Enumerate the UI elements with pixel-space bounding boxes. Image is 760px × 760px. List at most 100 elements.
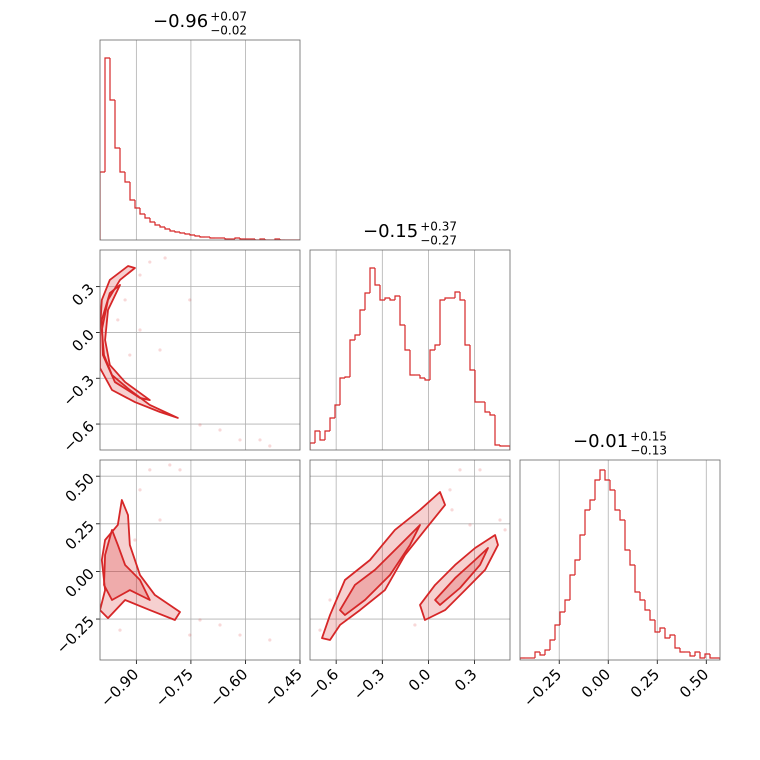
histogram-step bbox=[389, 298, 395, 301]
x-tick-label: 0.25 bbox=[627, 665, 663, 701]
histogram-step bbox=[659, 627, 665, 632]
histogram-step bbox=[364, 292, 370, 310]
histogram-step bbox=[669, 634, 675, 638]
x-tick-label: 0.50 bbox=[676, 665, 712, 701]
histogram-step bbox=[434, 344, 440, 350]
sample-point bbox=[328, 598, 332, 602]
histogram-step bbox=[699, 652, 705, 659]
histogram-step bbox=[104, 57, 110, 172]
histogram-step bbox=[654, 620, 660, 633]
histogram-step bbox=[404, 325, 410, 351]
panel bbox=[520, 460, 720, 660]
histogram-step bbox=[179, 232, 185, 234]
histogram-step bbox=[189, 234, 195, 236]
x-tick-label: −0.90 bbox=[97, 665, 142, 710]
histogram-step bbox=[439, 299, 445, 345]
histogram-step bbox=[505, 445, 510, 450]
sample-point bbox=[448, 488, 452, 492]
y-tick-label: −0.25 bbox=[53, 612, 98, 657]
panel bbox=[310, 250, 510, 450]
sample-point bbox=[138, 273, 142, 277]
sample-point bbox=[118, 628, 122, 632]
histogram-step bbox=[484, 402, 490, 413]
sample-point bbox=[198, 618, 202, 622]
title-lower: −0.02 bbox=[210, 24, 247, 38]
histogram-step bbox=[624, 520, 630, 551]
histogram-step bbox=[664, 628, 670, 639]
histogram-step bbox=[599, 469, 605, 480]
histogram-step bbox=[604, 470, 610, 481]
histogram-step bbox=[459, 292, 465, 301]
x-tick-label: 0.0 bbox=[405, 665, 435, 695]
histogram-step bbox=[689, 652, 695, 657]
x-tick-label: 0.00 bbox=[578, 665, 614, 701]
histogram-step bbox=[134, 200, 140, 209]
sample-point bbox=[468, 523, 472, 527]
histogram-step bbox=[679, 648, 685, 653]
contour bbox=[339, 524, 421, 616]
x-tick-label: −0.60 bbox=[206, 665, 251, 710]
sample-point bbox=[138, 328, 142, 332]
histogram-step bbox=[194, 235, 200, 237]
histogram-step bbox=[499, 445, 505, 447]
contour bbox=[100, 499, 181, 621]
title-lower: −0.13 bbox=[630, 444, 667, 458]
histogram-step bbox=[639, 592, 645, 601]
histogram-step bbox=[629, 550, 635, 566]
sample-point bbox=[458, 468, 462, 472]
y-tick-label: −0.3 bbox=[60, 372, 98, 410]
histogram-step bbox=[489, 412, 495, 416]
y-tick-label: 0.00 bbox=[62, 565, 98, 601]
histogram-step bbox=[549, 639, 555, 650]
histogram-step bbox=[534, 651, 540, 658]
histogram-step bbox=[199, 236, 205, 238]
title-upper: +0.07 bbox=[210, 10, 247, 24]
histogram-step bbox=[409, 350, 415, 376]
histogram-step bbox=[144, 214, 150, 219]
histogram-step bbox=[374, 268, 380, 286]
histogram-step bbox=[644, 600, 650, 611]
histogram-step bbox=[379, 285, 385, 301]
histogram-step bbox=[554, 624, 560, 640]
y-tick-label: 0.25 bbox=[62, 517, 98, 553]
histogram-step bbox=[709, 654, 715, 659]
title-upper: +0.15 bbox=[630, 430, 667, 444]
title-value: −0.01 bbox=[573, 431, 628, 452]
x-tick-label: 0.3 bbox=[451, 665, 481, 695]
sample-point bbox=[168, 463, 172, 467]
histogram-step bbox=[649, 610, 655, 621]
sample-point bbox=[218, 623, 222, 627]
histogram-step bbox=[334, 404, 340, 418]
contour bbox=[103, 529, 151, 601]
x-tick-label: −0.3 bbox=[350, 665, 388, 703]
histogram-step bbox=[589, 499, 595, 510]
histogram-step bbox=[279, 239, 285, 240]
sample-point bbox=[188, 633, 192, 637]
histogram-step bbox=[469, 345, 475, 371]
histogram-step bbox=[100, 171, 105, 240]
histogram-step bbox=[614, 490, 620, 511]
sample-point bbox=[178, 468, 182, 472]
histogram-step bbox=[310, 442, 315, 450]
sample-point bbox=[158, 518, 162, 522]
contour bbox=[321, 491, 446, 641]
histogram-step bbox=[149, 218, 155, 223]
sample-point bbox=[413, 623, 417, 627]
x-tick-label: −0.25 bbox=[520, 665, 565, 710]
histogram-step bbox=[564, 599, 570, 612]
histogram-step bbox=[124, 172, 130, 183]
histogram-step bbox=[234, 237, 240, 239]
histogram-step bbox=[494, 415, 500, 446]
histogram-step bbox=[349, 339, 355, 377]
panel-frame bbox=[99, 249, 301, 451]
sample-point bbox=[148, 260, 152, 264]
panel-frame bbox=[309, 459, 511, 661]
sample-point bbox=[158, 348, 162, 352]
x-tick-label: −0.6 bbox=[304, 665, 342, 703]
y-tick-label: 0.0 bbox=[68, 326, 98, 356]
histogram-step bbox=[354, 334, 360, 340]
histogram-step bbox=[444, 297, 450, 300]
histogram-step bbox=[569, 574, 575, 600]
panel-frame bbox=[99, 39, 301, 241]
